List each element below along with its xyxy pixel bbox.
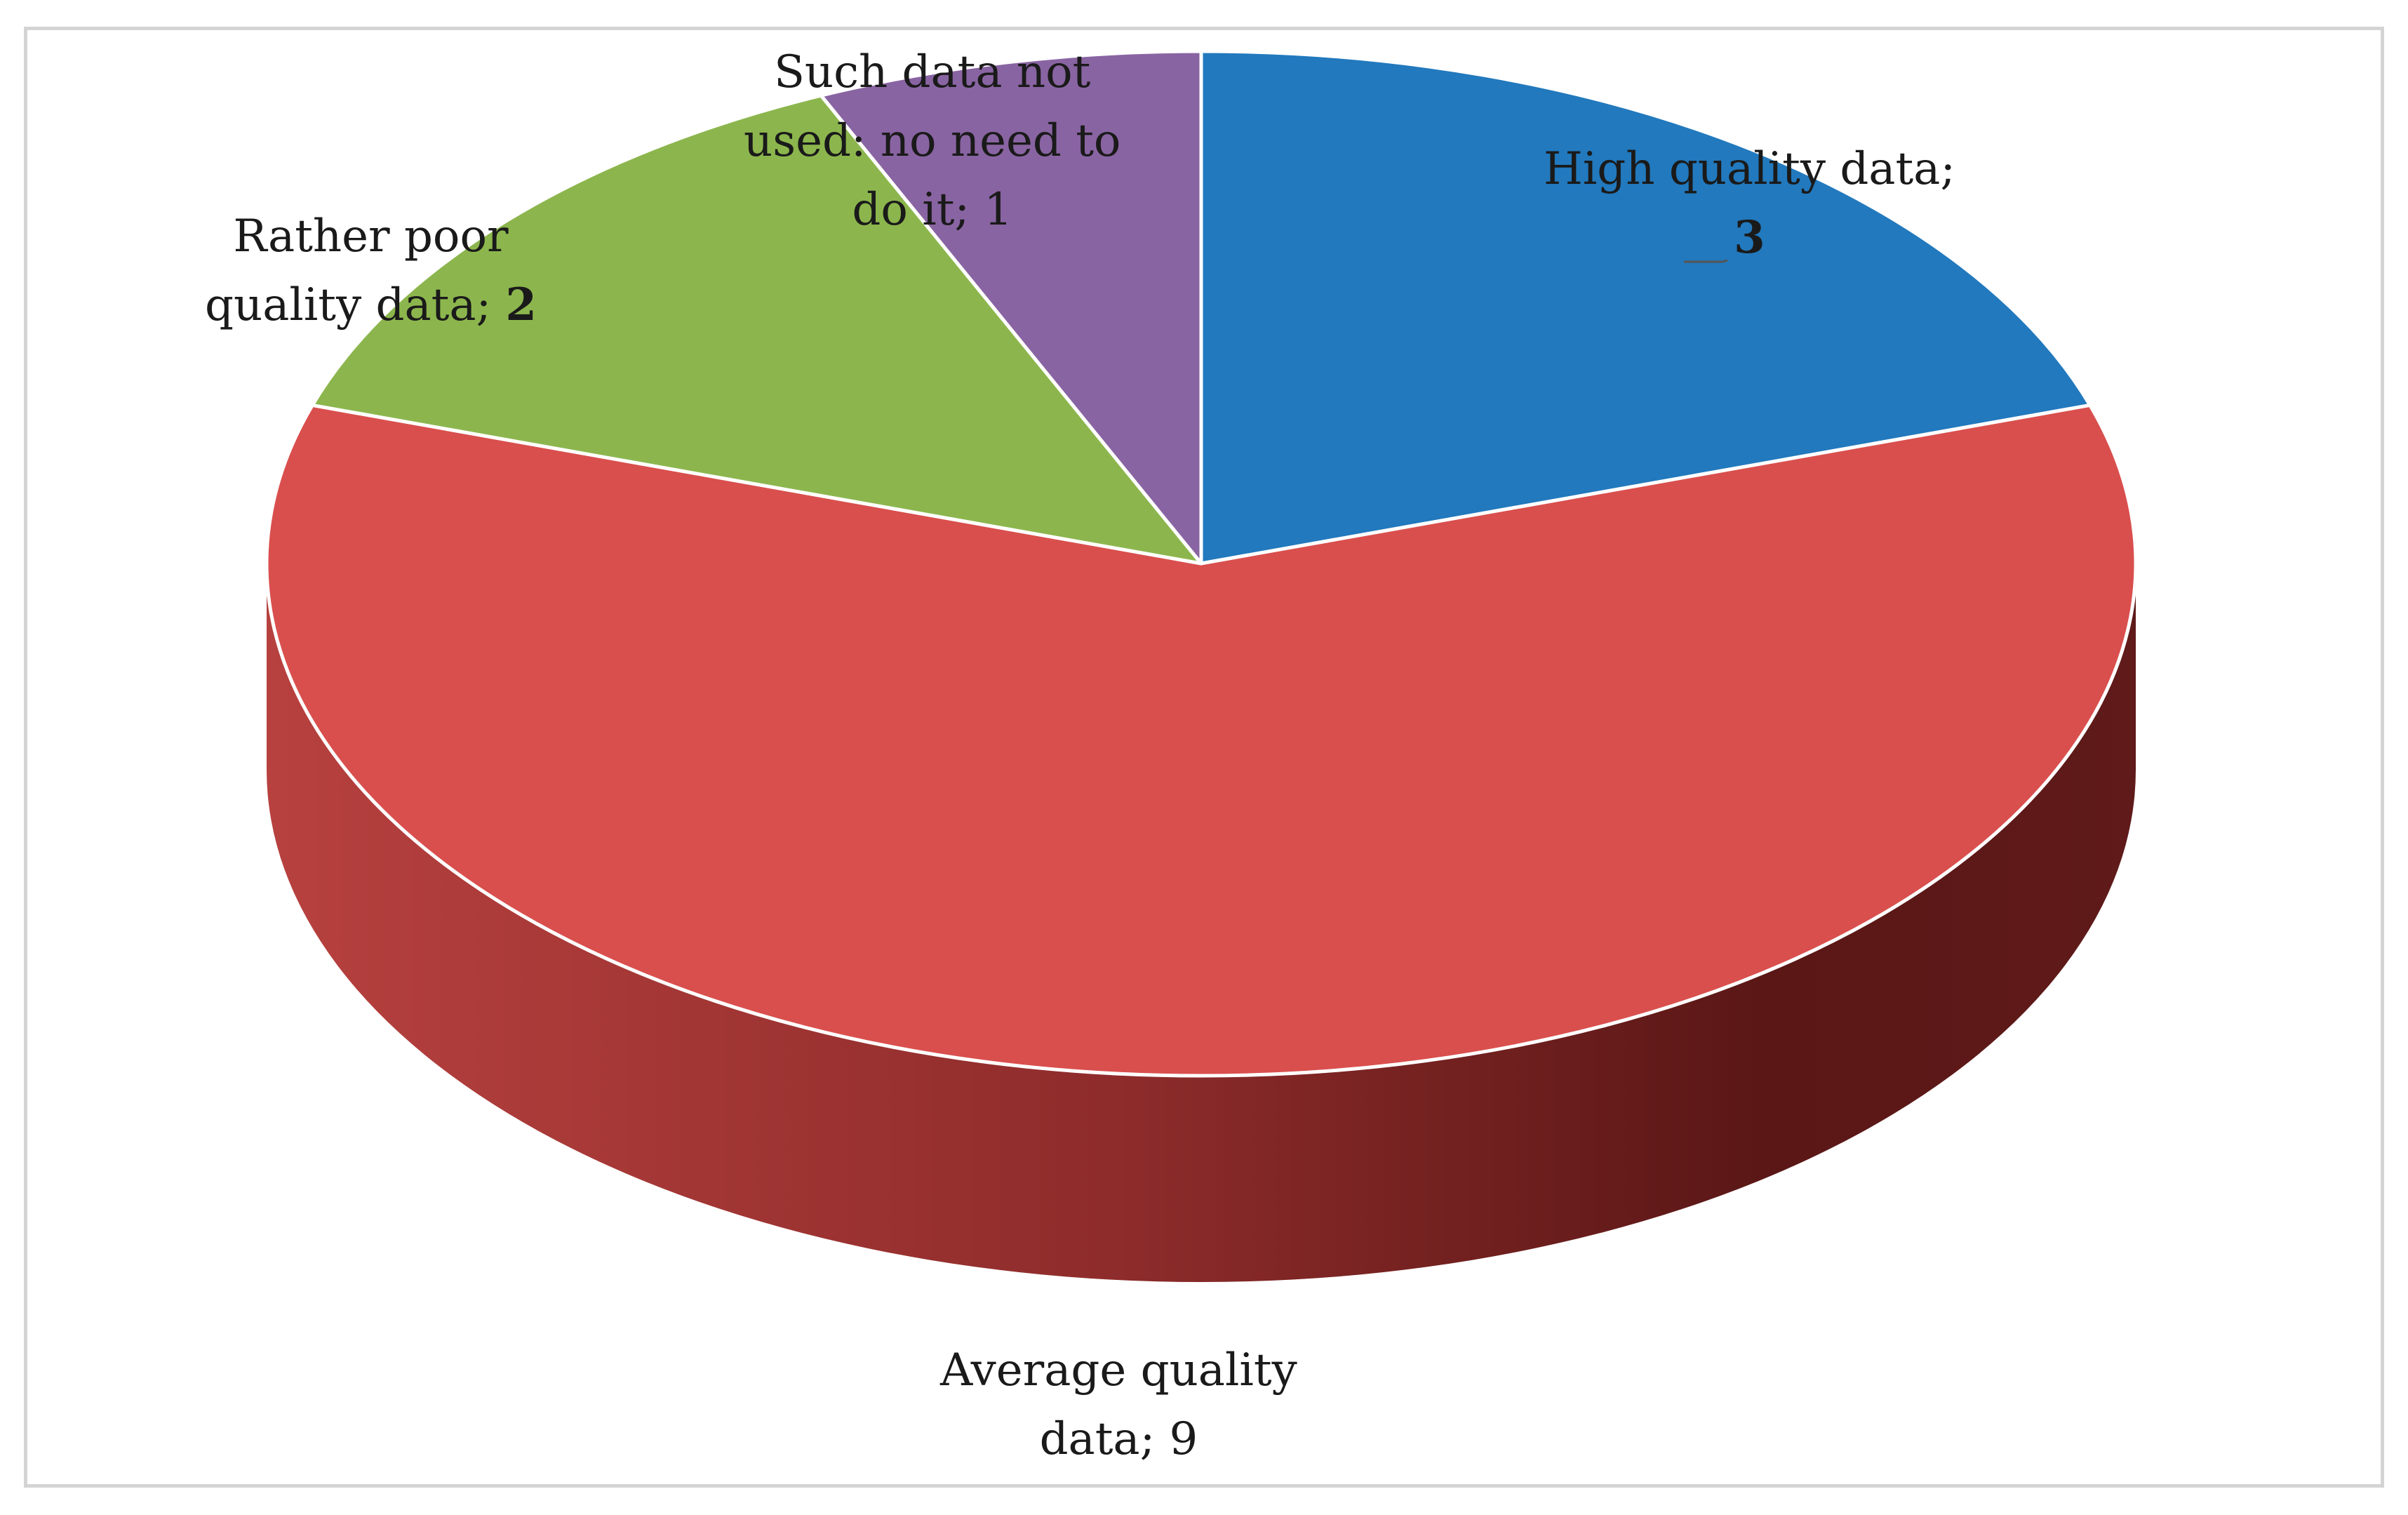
pie-slice	[1199, 49, 2092, 566]
leader-line	[1684, 259, 1728, 263]
slice-label-line: High quality data;	[1544, 143, 1955, 195]
pie-slices	[265, 49, 2138, 1078]
slice-label-line: used: no need to	[744, 115, 1121, 167]
pie-side-wall-segment	[267, 563, 2136, 1282]
slice-label-line: quality data; 2	[205, 279, 537, 331]
slice-label-rather-poor: Rather poor quality data; 2	[205, 202, 537, 340]
slice-label-line: Average quality	[940, 1344, 1297, 1396]
pie-slice	[265, 403, 2138, 1078]
slice-label-line: Such data not	[774, 46, 1091, 98]
slice-label-line: do it; 1	[852, 184, 1013, 236]
pie-side-wall	[267, 563, 2136, 1282]
slice-label-average-quality: Average quality data; 9	[940, 1336, 1297, 1474]
slice-label-not-used: Such data not used: no need to do it; 1	[744, 38, 1121, 244]
pie-slice	[310, 93, 1203, 566]
slice-value: 3	[1734, 211, 1765, 264]
slice-label-line: data; 9	[1039, 1413, 1198, 1465]
slice-label-high-quality: High quality data; 3	[1544, 135, 1955, 272]
leader-lines	[1684, 259, 1728, 263]
slice-label-line: Rather poor	[233, 211, 509, 262]
pie-slice	[819, 49, 1203, 566]
